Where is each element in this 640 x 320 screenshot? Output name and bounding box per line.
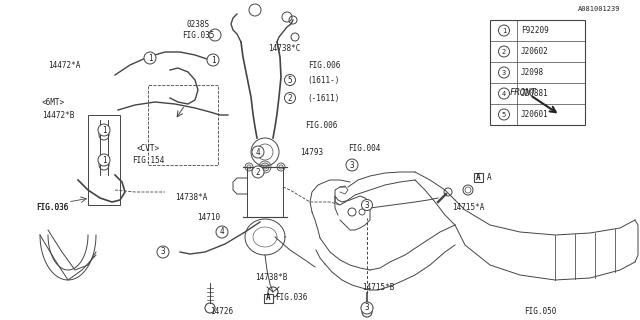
Text: 4: 4 [256, 148, 260, 156]
Circle shape [285, 75, 296, 85]
Text: A: A [487, 172, 492, 181]
Text: 5: 5 [502, 111, 506, 117]
Text: 14715*B: 14715*B [362, 284, 394, 292]
Circle shape [252, 146, 264, 158]
Text: A081001239: A081001239 [577, 6, 620, 12]
Circle shape [362, 199, 372, 211]
Text: 14726: 14726 [210, 308, 233, 316]
Text: FIG.035: FIG.035 [182, 30, 214, 39]
Text: 14715*A: 14715*A [452, 204, 484, 212]
Text: A: A [476, 172, 480, 181]
Circle shape [98, 124, 110, 136]
Text: 14738*A: 14738*A [175, 194, 208, 203]
Text: 14738*C: 14738*C [268, 44, 300, 52]
Text: 3: 3 [349, 161, 355, 170]
Bar [247, 167, 283, 217]
Circle shape [499, 67, 509, 78]
Circle shape [252, 166, 264, 178]
Text: J20602: J20602 [521, 47, 548, 56]
Text: FIG.036: FIG.036 [36, 204, 68, 212]
Text: FIG.050: FIG.050 [524, 308, 556, 316]
Text: 3: 3 [502, 69, 506, 76]
Text: 1: 1 [102, 156, 106, 164]
Circle shape [207, 54, 219, 66]
Text: 0238S: 0238S [186, 20, 209, 28]
Circle shape [98, 154, 110, 166]
Text: J2098: J2098 [521, 68, 544, 77]
Text: 14738*B: 14738*B [255, 274, 287, 283]
Text: FIG.036: FIG.036 [36, 204, 68, 212]
Text: 2: 2 [288, 93, 292, 102]
Text: 1: 1 [211, 55, 215, 65]
Text: A: A [266, 293, 270, 302]
Bar [264, 293, 273, 302]
Text: FIG.006: FIG.006 [305, 121, 337, 130]
Text: F92209: F92209 [521, 26, 548, 35]
Text: J20881: J20881 [521, 89, 548, 98]
Text: 14793: 14793 [300, 148, 323, 156]
Circle shape [144, 52, 156, 64]
Text: 4: 4 [502, 91, 506, 97]
Text: 14472*B: 14472*B [42, 110, 74, 119]
Text: 1: 1 [148, 53, 152, 62]
Text: 14472*A: 14472*A [48, 60, 81, 69]
Text: J20601: J20601 [521, 110, 548, 119]
Circle shape [499, 25, 509, 36]
Bar [490, 20, 585, 125]
Text: 2: 2 [256, 167, 260, 177]
Circle shape [216, 226, 228, 238]
Circle shape [499, 88, 509, 99]
Text: <CVT>: <CVT> [136, 143, 159, 153]
Text: 3: 3 [365, 303, 369, 313]
Circle shape [157, 246, 169, 258]
Circle shape [346, 159, 358, 171]
Text: FIG.154: FIG.154 [132, 156, 164, 164]
Text: FIG.006: FIG.006 [308, 60, 340, 69]
Bar [474, 172, 483, 181]
Text: 5: 5 [288, 76, 292, 84]
Text: 1: 1 [502, 28, 506, 34]
Text: <6MT>: <6MT> [42, 98, 65, 107]
Text: 4: 4 [220, 228, 224, 236]
Text: (-1611): (-1611) [307, 93, 339, 102]
Text: FIG.004: FIG.004 [348, 143, 380, 153]
Text: 14710: 14710 [197, 213, 220, 222]
Bar [148, 85, 218, 165]
Text: 2: 2 [502, 49, 506, 54]
Circle shape [285, 92, 296, 103]
Circle shape [499, 46, 509, 57]
Text: FRONT: FRONT [510, 87, 537, 97]
Text: FIG.036: FIG.036 [275, 293, 307, 302]
Circle shape [361, 302, 373, 314]
Text: 3: 3 [365, 201, 369, 210]
Bar [88, 115, 120, 205]
Text: 1: 1 [102, 125, 106, 134]
Circle shape [499, 109, 509, 120]
Text: 3: 3 [161, 247, 165, 257]
Text: (1611-): (1611-) [307, 76, 339, 84]
